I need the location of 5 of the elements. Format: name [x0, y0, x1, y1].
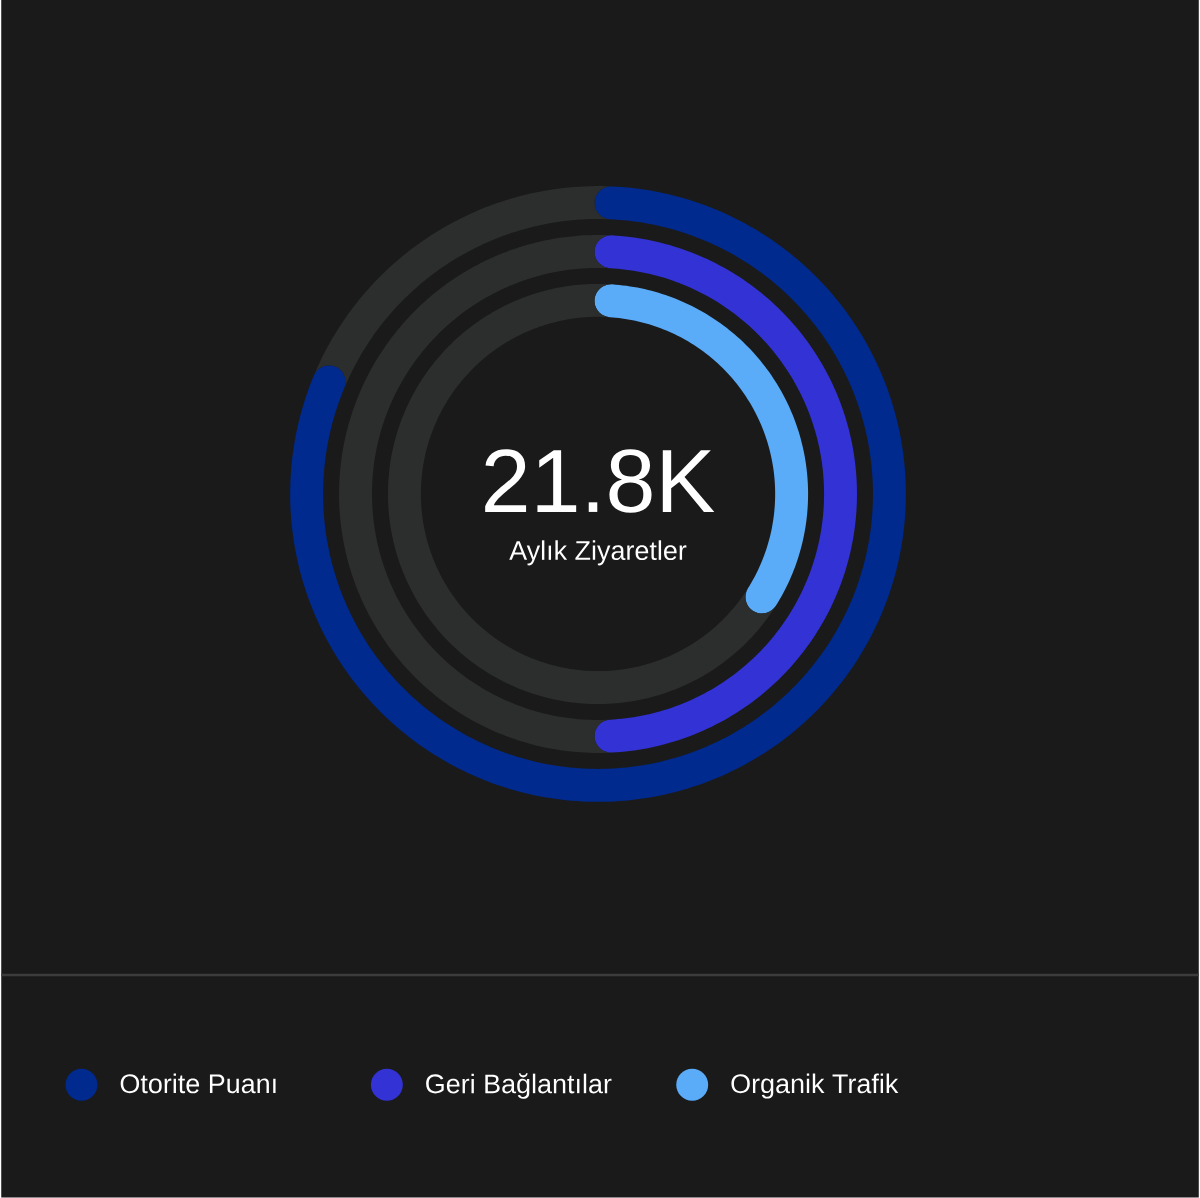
legend-label: Organik Trafik: [731, 1073, 899, 1099]
legend-label: Otorite Puanı: [120, 1073, 276, 1094]
legend-label: Geri Bağlantılar: [426, 1073, 612, 1100]
text: 21.8K: [485, 449, 715, 514]
text: Aylık Ziyaretler: [509, 540, 687, 566]
